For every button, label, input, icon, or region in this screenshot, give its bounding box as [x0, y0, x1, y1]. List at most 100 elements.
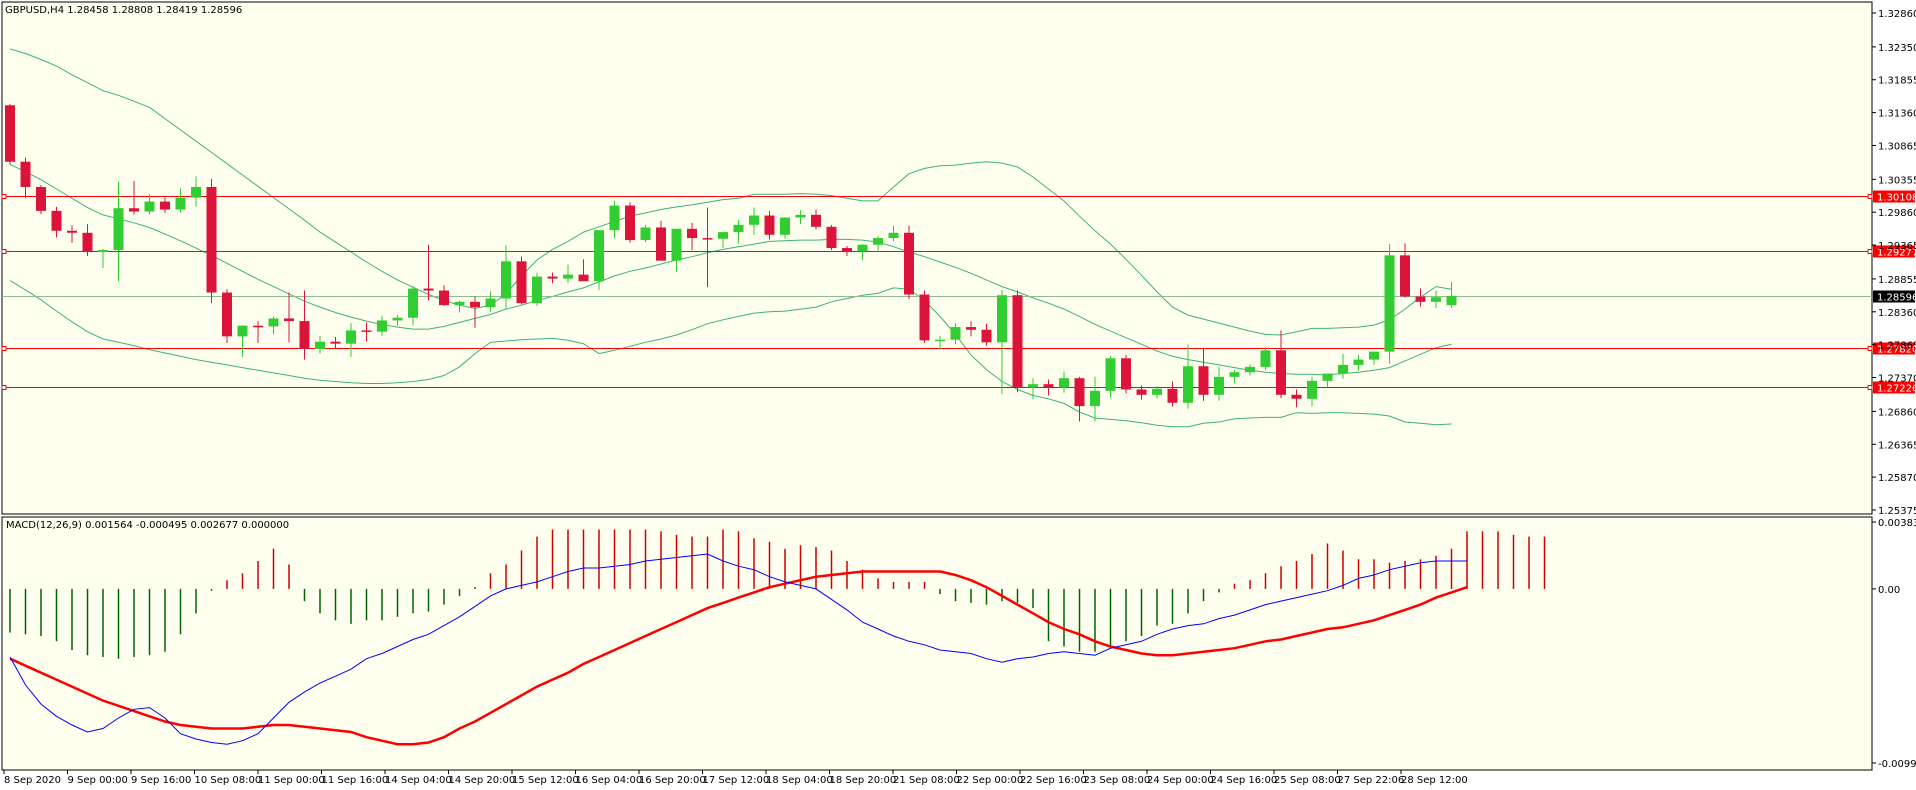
- macd-tick-label: 0.00: [1878, 585, 1900, 596]
- candle-body: [516, 261, 527, 304]
- price-tick-label: 1.25870: [1878, 473, 1916, 484]
- candle-body: [904, 232, 914, 295]
- time-tick-label: 15 Sep 12:00: [512, 775, 579, 786]
- time-tick-label: 9 Sep 00:00: [68, 775, 128, 786]
- candle-body: [82, 232, 93, 253]
- macd-pane[interactable]: [1, 516, 1873, 771]
- candle-body: [625, 205, 635, 241]
- candle-body: [1121, 358, 1131, 390]
- candle-body: [687, 228, 697, 239]
- price-tick-label: 1.31360: [1878, 109, 1916, 120]
- level-handle: [1, 346, 7, 351]
- candle-body: [268, 318, 279, 327]
- candle-body: [1446, 295, 1457, 306]
- candle-body: [485, 298, 496, 308]
- level-handle: [1, 194, 7, 199]
- candle-body: [888, 232, 899, 239]
- time-tick-label: 18 Sep 20:00: [830, 775, 897, 786]
- time-tick-label: 10 Sep 08:00: [195, 775, 262, 786]
- time-tick-label: 16 Sep 20:00: [639, 775, 706, 786]
- candle-body: [423, 288, 434, 291]
- candle-body: [578, 274, 589, 282]
- macd-header: MACD(12,26,9) 0.001564 -0.000495 0.00267…: [6, 520, 289, 531]
- candle-body: [206, 186, 217, 293]
- band-middle: [9, 163, 1452, 376]
- candle-body: [392, 317, 403, 321]
- time-tick-label: 14 Sep 20:00: [449, 775, 516, 786]
- candle-body: [284, 318, 294, 322]
- candle-body: [919, 294, 930, 341]
- level-handle-right: [1867, 346, 1873, 351]
- price-tick-label: 1.32860: [1878, 9, 1916, 20]
- candle-body: [1338, 364, 1348, 374]
- candle-body: [656, 227, 666, 261]
- candle-body: [1214, 376, 1224, 395]
- candle-body: [749, 215, 759, 225]
- time-tick-label: 22 Sep 16:00: [1020, 775, 1087, 786]
- candle-body: [1384, 255, 1395, 352]
- time-tick-label: 16 Sep 04:00: [576, 775, 643, 786]
- candle-body: [966, 327, 976, 330]
- candle-body: [764, 215, 775, 235]
- candle-body: [547, 276, 558, 279]
- time-tick-label: 8 Sep 2020: [4, 775, 61, 786]
- price-tick-label: 1.27370: [1878, 374, 1916, 385]
- candle-body: [144, 201, 155, 212]
- candle-body: [981, 329, 992, 343]
- price-tick-label: 1.29860: [1878, 208, 1916, 219]
- candle-body: [222, 292, 232, 337]
- level-price-tag: [1873, 381, 1915, 394]
- candle-body: [1245, 366, 1255, 373]
- time-tick-label: 14 Sep 04:00: [385, 775, 452, 786]
- current-price-label: 1.28596: [1877, 293, 1916, 304]
- candle-body: [950, 327, 961, 340]
- candle-body: [51, 210, 62, 231]
- candle-body: [315, 341, 325, 349]
- candle-body: [1136, 389, 1147, 395]
- candle-body: [733, 224, 744, 233]
- horizontal-levels[interactable]: 1.30108 1.29277 1.27820 1.27226 1.28596: [1, 190, 1916, 395]
- price-pane[interactable]: [1, 1, 1873, 515]
- candle-body: [1090, 390, 1100, 407]
- candle-body: [1400, 255, 1410, 297]
- level-handle-right: [1867, 385, 1873, 390]
- bollinger-bands: [9, 48, 1452, 428]
- candle-body: [1369, 351, 1379, 360]
- macd-indicator: [9, 529, 1546, 746]
- price-tick-label: 1.32350: [1878, 43, 1916, 54]
- candle-body: [640, 227, 651, 241]
- candle-body: [1105, 358, 1116, 391]
- candle-body: [20, 161, 31, 187]
- price-tick-label: 1.27865: [1878, 341, 1916, 352]
- candle-body: [1415, 296, 1426, 302]
- time-tick-label: 28 Sep 12:00: [1401, 775, 1468, 786]
- time-tick-label: 18 Sep 04:00: [766, 775, 833, 786]
- candle-body: [36, 186, 46, 211]
- candle-body: [842, 248, 852, 252]
- candle-body: [532, 276, 542, 304]
- candlesticks: [5, 103, 1457, 422]
- candle-body: [98, 250, 108, 253]
- candle-body: [857, 244, 868, 252]
- candle-body: [129, 208, 139, 212]
- candle-body: [1059, 378, 1069, 388]
- chart-header: GBPUSD,H4 1.28458 1.28808 1.28419 1.2859…: [5, 5, 242, 16]
- time-tick-label: 11 Sep 00:00: [258, 775, 325, 786]
- candle-body: [1229, 372, 1240, 377]
- candle-body: [470, 301, 480, 308]
- macd-signal-line: [9, 570, 1468, 746]
- time-tick-label: 25 Sep 08:00: [1274, 775, 1341, 786]
- candle-body: [1198, 366, 1209, 395]
- level-handle-right: [1867, 194, 1873, 199]
- candle-body: [346, 330, 356, 344]
- candle-body: [1276, 350, 1286, 395]
- candle-body: [299, 321, 310, 349]
- price-tick-label: 1.26860: [1878, 407, 1916, 418]
- candle-body: [671, 228, 682, 261]
- candle-body: [377, 320, 387, 332]
- candle-body: [1152, 388, 1162, 395]
- macd-tick-label: -0.009977: [1878, 759, 1916, 770]
- time-tick-label: 21 Sep 08:00: [893, 775, 960, 786]
- price-tick-label: 1.25375: [1878, 506, 1916, 517]
